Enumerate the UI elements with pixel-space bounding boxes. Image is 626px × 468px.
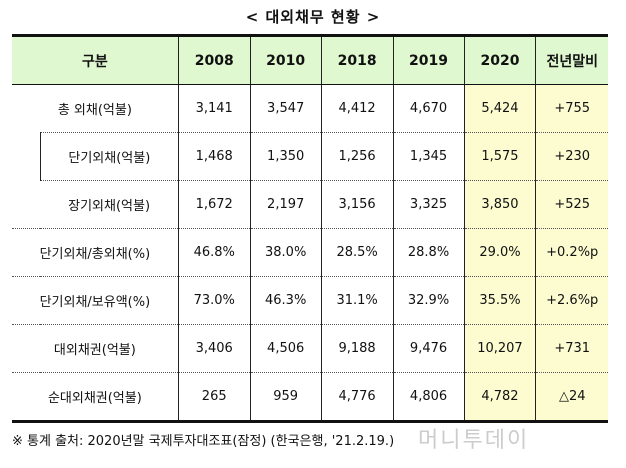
value-cell: 10,207: [463, 324, 536, 373]
value-cell: 31.1%: [320, 276, 394, 325]
value-cell: 3,325: [392, 180, 464, 229]
value-cell: 5,424: [463, 84, 536, 133]
value-cell: +731: [535, 324, 608, 373]
row-label: 단기외채/보유액(%): [12, 276, 179, 325]
value-cell: 4,806: [392, 372, 464, 423]
row-label: 단기외채(억불): [39, 132, 179, 181]
value-cell: 1,256: [320, 132, 394, 181]
value-cell: 4,412: [320, 84, 394, 133]
value-cell: 4,506: [249, 324, 322, 373]
table-row: 단기외채/총외채(%) 46.8% 38.0% 28.5% 28.8% 29.0% +0.2…: [12, 228, 608, 277]
value-cell: +525: [535, 180, 608, 229]
footnote: ※ 통계 출처: 2020년말 국제투자대조표(잠정) (한국은행, '21.2…: [12, 434, 395, 449]
header-row: 구분 2008 2010 2018 2019 2020 전년말비: [12, 34, 608, 85]
value-cell: 1,575: [463, 132, 536, 181]
table-title: < 대외채무 현황 >: [245, 8, 381, 26]
value-cell: 3,141: [177, 84, 251, 133]
row-label: 순대외채권(억불): [12, 372, 179, 423]
value-cell: 46.8%: [177, 228, 251, 277]
value-cell: 35.5%: [463, 276, 536, 325]
table-row: 총 외채(억불) 3,141 3,547 4,412 4,670 5,424 +755: [12, 84, 608, 133]
value-cell: 73.0%: [177, 276, 251, 325]
value-cell: +0.2%p: [535, 228, 608, 277]
table-row: 단기외채/보유액(%) 73.0% 46.3% 31.1% 32.9% 35.5% +2.6…: [12, 276, 608, 325]
value-cell: 1,350: [249, 132, 322, 181]
value-cell: 3,156: [320, 180, 394, 229]
value-cell: 1,672: [177, 180, 251, 229]
value-cell: 4,670: [392, 84, 464, 133]
value-cell: △24: [535, 372, 608, 423]
value-cell: 3,547: [249, 84, 322, 133]
indent-cell: [12, 133, 40, 229]
value-cell: 4,782: [463, 372, 536, 423]
row-label: 단기외채/총외채(%): [12, 228, 179, 277]
value-cell: 9,188: [320, 324, 394, 373]
header-category: 구분: [12, 34, 179, 85]
value-cell: +2.6%p: [535, 276, 608, 325]
header-2020: 2020: [463, 34, 536, 85]
table-row: 순대외채권(억불) 265 959 4,776 4,806 4,782 △24: [12, 372, 608, 423]
value-cell: 28.5%: [320, 228, 394, 277]
external-debt-table: 구분 2008 2010 2018 2019 2020 전년말비 총 외채(억불…: [12, 34, 608, 423]
value-cell: 4,776: [320, 372, 394, 423]
value-cell: 9,476: [392, 324, 464, 373]
row-label: 총 외채(억불): [12, 84, 179, 133]
header-change: 전년말비: [535, 34, 608, 85]
header-2019: 2019: [392, 34, 464, 85]
value-cell: 28.8%: [392, 228, 464, 277]
value-cell: 32.9%: [392, 276, 464, 325]
row-label: 대외채권(억불): [12, 324, 179, 373]
value-cell: 2,197: [249, 180, 322, 229]
value-cell: +230: [535, 132, 608, 181]
value-cell: 38.0%: [249, 228, 322, 277]
watermark: 머니투데이: [418, 428, 530, 453]
value-cell: 1,345: [392, 132, 464, 181]
value-cell: 265: [177, 372, 251, 423]
value-cell: 959: [249, 372, 322, 423]
value-cell: 46.3%: [249, 276, 322, 325]
row-label: 장기외채(억불): [40, 180, 179, 229]
value-cell: 1,468: [177, 132, 251, 181]
header-2008: 2008: [177, 34, 251, 85]
header-2010: 2010: [249, 34, 322, 85]
value-cell: +755: [535, 84, 608, 133]
value-cell: 29.0%: [463, 228, 536, 277]
header-2018: 2018: [320, 34, 394, 85]
value-cell: 3,406: [177, 324, 251, 373]
table-row: 장기외채(억불) 1,672 2,197 3,156 3,325 3,850 +525: [12, 180, 608, 229]
table-row: 대외채권(억불) 3,406 4,506 9,188 9,476 10,207 +731: [12, 324, 608, 373]
value-cell: 3,850: [463, 180, 536, 229]
table-row: 단기외채(억불) 1,468 1,350 1,256 1,345 1,575 +230: [12, 132, 608, 181]
